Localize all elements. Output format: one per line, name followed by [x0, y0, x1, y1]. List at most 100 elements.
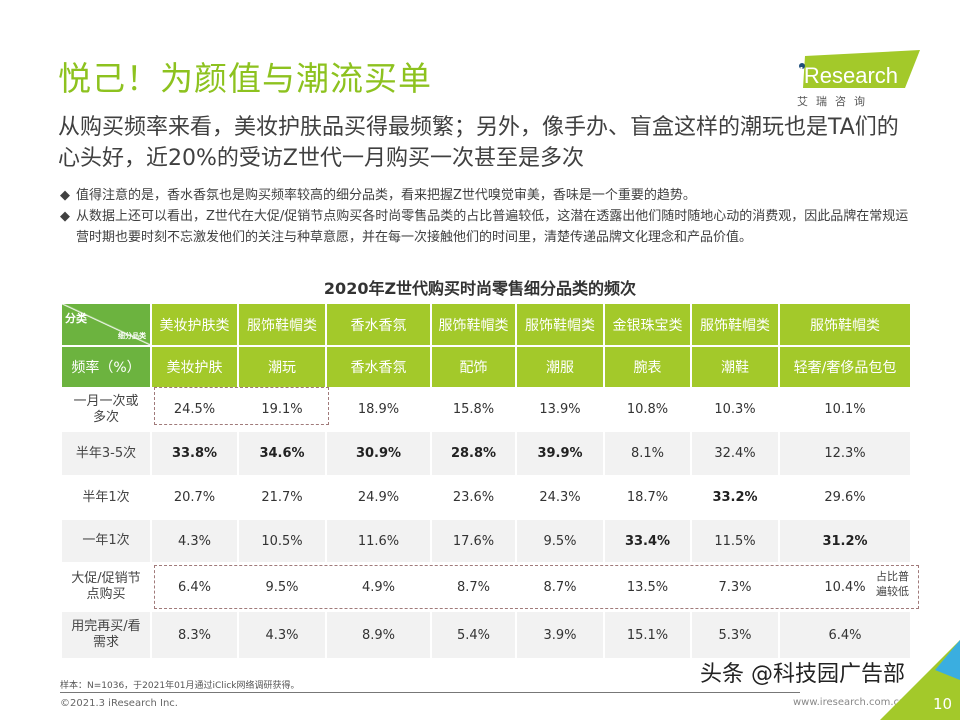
value-cell: 4.3%	[150, 518, 239, 564]
value-text: 3.9%	[543, 627, 577, 643]
table-row: 大促/促销节点购买 6.4% 9.5% 4.9% 8.7% 8.7% 13.5% 7.3% 10…	[60, 562, 912, 612]
value-text: 9.5%	[543, 533, 577, 549]
value-text: 13.9%	[539, 402, 581, 417]
category-header: 香水香氛	[325, 302, 432, 347]
value-cell: 11.5%	[690, 518, 780, 564]
subcategory-header: 潮服	[515, 345, 605, 389]
row-label: 一年1次	[60, 518, 152, 564]
highlight-box-promo	[154, 565, 919, 609]
value-cell: 24.3%	[515, 475, 605, 520]
value-cell: 18.7%	[603, 475, 692, 520]
value-text: 18.7%	[626, 490, 669, 505]
value-text: 4.3%	[265, 627, 299, 643]
value-text: 28.8%	[450, 446, 497, 461]
corner-cell: 分类 细分品类	[60, 302, 152, 347]
value-cell: 17.6%	[430, 518, 517, 564]
value-text: 8.9%	[361, 627, 396, 643]
value-cell: 33.2%	[690, 475, 780, 520]
bullet-item: ◆ 值得注意的是，香水香氛也是购买频率较高的细分品类，看来把握Z世代嗅觉审美，香味…	[60, 185, 920, 206]
value-text: 8.7%	[456, 579, 491, 595]
svg-text:iResearch: iResearch	[799, 63, 898, 88]
value-text: 11.5%	[714, 533, 756, 549]
value-text: 8.1%	[630, 446, 665, 461]
value-text: 10.5%	[261, 533, 303, 549]
category-header: 服饰鞋帽类	[237, 302, 327, 347]
table-row: 用完再买/看需求 8.3% 4.3% 8.9% 5.4% 3.9% 15.1% 5.3% 6.4…	[60, 610, 912, 660]
subcategory-header: 轻奢/奢侈品包包	[778, 345, 912, 389]
value-text: 8.3%	[177, 627, 212, 643]
value-cell: 31.2%	[778, 518, 912, 564]
value-text: 20.7%	[173, 490, 216, 505]
value-text: 4.9%	[361, 579, 396, 595]
row-label: 半年1次	[60, 475, 152, 520]
value-cell: 34.6%	[237, 430, 327, 477]
bullet-list: ◆ 值得注意的是，香水香氛也是购买频率较高的细分品类，看来把握Z世代嗅觉审美，香味…	[60, 185, 920, 248]
value-cell: 5.3%	[690, 610, 780, 660]
value-text: 17.6%	[452, 533, 495, 549]
value-cell: 9.5%	[237, 562, 327, 612]
table-row: 半年1次 20.7% 21.7% 24.9% 23.6% 24.3% 18.7% 33.2% 2…	[60, 475, 912, 520]
value-text: 11.6%	[357, 533, 400, 549]
value-text: 33.2%	[712, 490, 758, 505]
value-text: 15.1%	[626, 627, 669, 643]
corner-decoration	[880, 640, 960, 720]
value-cell: 6.4%	[150, 562, 239, 612]
row-label: 一月一次或多次	[60, 387, 152, 432]
value-cell: 8.7%	[430, 562, 517, 612]
footer-divider	[60, 692, 800, 693]
table-row: 一月一次或多次 24.5% 19.1% 18.9% 15.8% 13.9% 10.8% 10.…	[60, 387, 912, 432]
value-text: 4.3%	[177, 533, 212, 549]
value-cell: 28.8%	[430, 430, 517, 477]
value-cell: 6.4%	[778, 610, 912, 660]
bullet-item: ◆ 从数据上还可以看出，Z世代在大促/促销节点购买各时尚零售品类的占比普遍较低，这…	[60, 206, 920, 248]
value-text: 10.8%	[626, 402, 669, 417]
annotation-note: 占比普遍较低	[876, 570, 909, 598]
sample-footnote: 样本：N=1036，于2021年01月通过iClick网络调研获得。	[60, 681, 300, 691]
value-text: 18.9%	[357, 402, 400, 417]
value-cell: 10.1%	[778, 387, 912, 432]
value-text: 24.3%	[539, 490, 581, 505]
category-header: 美妆护肤类	[150, 302, 239, 347]
value-cell: 10.5%	[237, 518, 327, 564]
value-cell: 4.9%	[325, 562, 432, 612]
page-number: 10	[933, 695, 953, 713]
iresearch-logo: iResearch 艾瑞咨询	[795, 50, 925, 108]
subcategory-header: 美妆护肤	[150, 345, 239, 389]
website-link[interactable]: www.iresearch.com.cn	[793, 697, 906, 708]
value-text: 7.3%	[718, 579, 752, 595]
value-text: 6.4%	[177, 579, 212, 595]
value-cell: 8.9%	[325, 610, 432, 660]
value-cell: 8.7%	[515, 562, 605, 612]
value-text: 39.9%	[537, 446, 583, 461]
value-text: 9.5%	[265, 579, 299, 595]
subcategory-header: 配饰	[430, 345, 517, 389]
value-text: 10.1%	[824, 402, 866, 417]
diamond-bullet-icon: ◆	[60, 188, 70, 203]
value-text: 12.3%	[824, 446, 866, 461]
value-cell: 18.9%	[325, 387, 432, 432]
diamond-bullet-icon: ◆	[60, 209, 70, 224]
value-text: 19.1%	[261, 402, 303, 417]
value-text: 32.4%	[714, 446, 756, 461]
row-label: 用完再买/看需求	[60, 610, 152, 660]
value-text: 5.3%	[718, 627, 752, 643]
row-label: 半年3-5次	[60, 430, 152, 477]
row-label: 大促/促销节点购买	[60, 562, 152, 612]
value-cell: 20.7%	[150, 475, 239, 520]
value-cell: 13.9%	[515, 387, 605, 432]
value-cell: 32.4%	[690, 430, 780, 477]
value-cell: 21.7%	[237, 475, 327, 520]
value-text: 34.6%	[259, 446, 305, 461]
value-cell: 4.3%	[237, 610, 327, 660]
value-cell: 30.9%	[325, 430, 432, 477]
value-text: 5.4%	[456, 627, 491, 643]
value-cell: 7.3%	[690, 562, 780, 612]
value-text: 10.4%	[824, 579, 866, 595]
value-text: 31.2%	[822, 533, 868, 549]
value-cell: 8.3%	[150, 610, 239, 660]
value-cell: 24.9%	[325, 475, 432, 520]
value-text: 21.7%	[261, 490, 303, 505]
value-cell: 10.4%	[778, 562, 912, 612]
value-cell: 39.9%	[515, 430, 605, 477]
value-cell: 10.8%	[603, 387, 692, 432]
